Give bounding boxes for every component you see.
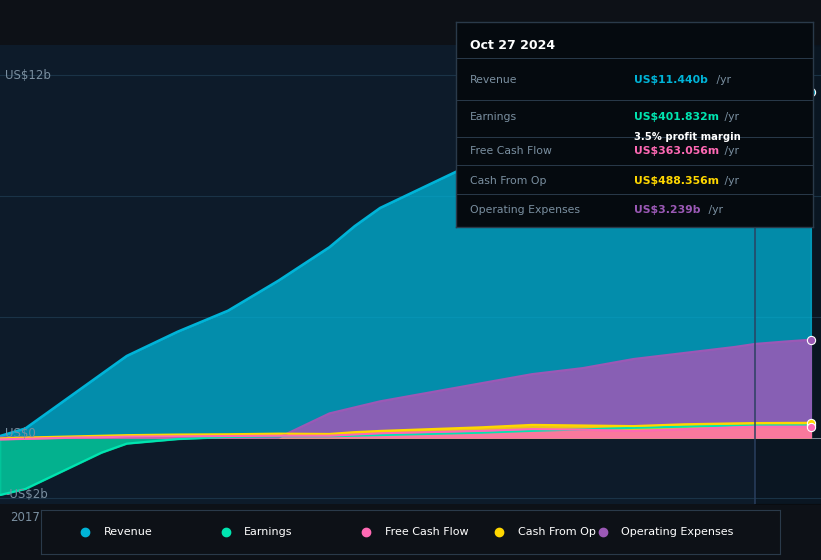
- Text: US$3.239b: US$3.239b: [635, 206, 700, 216]
- Text: /yr: /yr: [721, 146, 739, 156]
- Text: Earnings: Earnings: [245, 527, 293, 537]
- Text: US$12b: US$12b: [5, 68, 51, 82]
- Point: [805, 87, 818, 96]
- Text: /yr: /yr: [721, 176, 739, 186]
- Text: /yr: /yr: [705, 206, 723, 216]
- Text: Cash From Op: Cash From Op: [470, 176, 547, 186]
- Text: US$401.832m: US$401.832m: [635, 113, 719, 123]
- Text: -US$2b: -US$2b: [5, 488, 48, 501]
- Text: /yr: /yr: [713, 75, 731, 85]
- Point: [805, 335, 818, 344]
- Text: Earnings: Earnings: [470, 113, 517, 123]
- Point: [805, 421, 818, 430]
- Point: [805, 418, 818, 427]
- Text: US$11.440b: US$11.440b: [635, 75, 708, 85]
- Text: US$0: US$0: [5, 427, 36, 440]
- Point: [805, 422, 818, 431]
- Text: Operating Expenses: Operating Expenses: [470, 206, 580, 216]
- Text: Free Cash Flow: Free Cash Flow: [385, 527, 468, 537]
- Text: 3.5% profit margin: 3.5% profit margin: [635, 132, 741, 142]
- Text: Cash From Op: Cash From Op: [518, 527, 595, 537]
- Text: Operating Expenses: Operating Expenses: [621, 527, 733, 537]
- Text: /yr: /yr: [721, 113, 739, 123]
- Text: US$488.356m: US$488.356m: [635, 176, 719, 186]
- Text: Revenue: Revenue: [103, 527, 153, 537]
- Text: Revenue: Revenue: [470, 75, 517, 85]
- Text: US$363.056m: US$363.056m: [635, 146, 719, 156]
- Text: Oct 27 2024: Oct 27 2024: [470, 39, 555, 52]
- Text: Free Cash Flow: Free Cash Flow: [470, 146, 552, 156]
